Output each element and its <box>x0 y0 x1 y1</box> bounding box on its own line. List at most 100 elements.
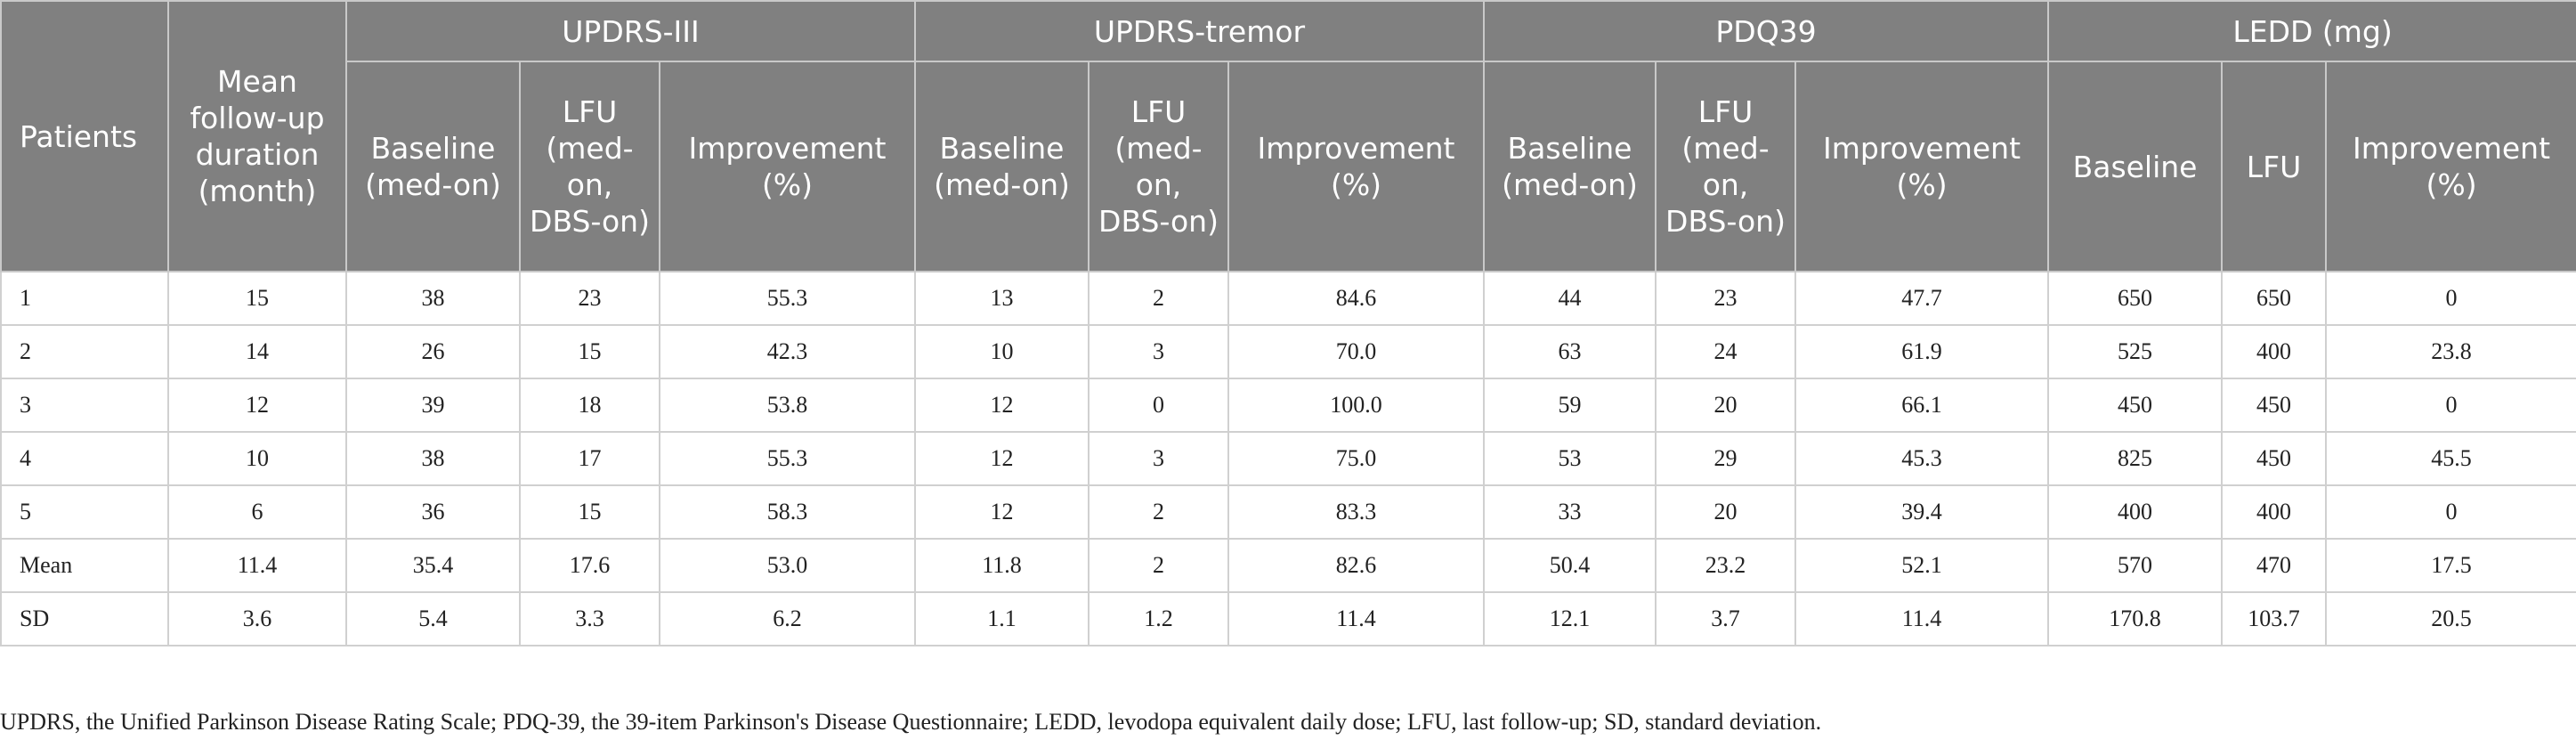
subheader-pdq39-lfu: LFU (med-on, DBS-on) <box>1655 61 1797 272</box>
table-cell: 38 <box>345 431 521 486</box>
header-group-row: Patients Mean follow-up duration (month)… <box>0 0 2576 272</box>
table-cell-patient: 2 <box>0 324 169 379</box>
table-cell: 55.3 <box>659 271 916 326</box>
table-cell: 66.1 <box>1794 378 2050 433</box>
table-cell: 53.0 <box>659 538 916 593</box>
table-cell: 83.3 <box>1227 484 1486 540</box>
table-cell: 33 <box>1483 484 1657 540</box>
table-cell: 650 <box>2047 271 2224 326</box>
table-cell: 0 <box>2325 378 2576 433</box>
table-cell: 450 <box>2047 378 2224 433</box>
table-cell: 400 <box>2221 484 2328 540</box>
table-cell: 39 <box>345 378 521 433</box>
table-cell: 36 <box>345 484 521 540</box>
header-ledd: LEDD (mg) <box>2047 0 2576 62</box>
table-cell: 11.4 <box>1227 591 1486 646</box>
table-cell: 75.0 <box>1227 431 1486 486</box>
table-cell: 525 <box>2047 324 2224 379</box>
table-cell: 38 <box>345 271 521 326</box>
table-cell-patient: 5 <box>0 484 169 540</box>
table-cell-patient: 1 <box>0 271 169 326</box>
subheader-ledd-lfu: LFU <box>2221 61 2328 272</box>
table-cell: 0 <box>2325 271 2576 326</box>
header-updrs-iii: UPDRS-III <box>345 0 916 62</box>
subheader-pdq39-baseline: Baseline (med-on) <box>1483 61 1657 272</box>
table-body: 1 15 38 23 55.3 13 2 84.6 44 23 47.7 650… <box>0 271 2576 646</box>
table-cell: 26 <box>345 324 521 379</box>
header-mean-followup: Mean follow-up duration (month) <box>167 0 347 272</box>
table-cell: 2 <box>1088 538 1229 593</box>
table-cell: 400 <box>2221 324 2328 379</box>
subheader-updrs-tremor-improvement: Improvement (%) <box>1227 61 1486 272</box>
table-cell-row-label: Mean <box>0 538 169 593</box>
table-cell: 13 <box>914 271 1090 326</box>
table-cell: 58.3 <box>659 484 916 540</box>
table-cell: 29 <box>1655 431 1797 486</box>
table-cell: 12 <box>914 431 1090 486</box>
table-cell: 23.2 <box>1655 538 1797 593</box>
table-cell: 23 <box>1655 271 1797 326</box>
table-cell-patient: 3 <box>0 378 169 433</box>
table-cell: 0 <box>2325 484 2576 540</box>
table-cell: 18 <box>519 378 660 433</box>
table-cell: 470 <box>2221 538 2328 593</box>
table-cell: 100.0 <box>1227 378 1486 433</box>
table-cell: 3.7 <box>1655 591 1797 646</box>
table-cell: 2 <box>1088 271 1229 326</box>
table-cell: 1.2 <box>1088 591 1229 646</box>
table-cell: 3 <box>1088 324 1229 379</box>
table-row: 4 10 38 17 55.3 12 3 75.0 53 29 45.3 825… <box>0 431 2576 486</box>
table-cell: 15 <box>167 271 347 326</box>
subheader-updrs-iii-lfu: LFU (med-on, DBS-on) <box>519 61 660 272</box>
table-cell: 44 <box>1483 271 1657 326</box>
table-cell: 570 <box>2047 538 2224 593</box>
table-cell: 52.1 <box>1794 538 2050 593</box>
table-cell: 1.1 <box>914 591 1090 646</box>
patient-outcomes-table: Patients Mean follow-up duration (month)… <box>0 0 2576 646</box>
table-cell: 400 <box>2047 484 2224 540</box>
subheader-updrs-tremor-baseline: Baseline (med-on) <box>914 61 1090 272</box>
table-cell: 59 <box>1483 378 1657 433</box>
subheader-pdq39-improvement: Improvement (%) <box>1794 61 2050 272</box>
subheader-updrs-iii-baseline: Baseline (med-on) <box>345 61 521 272</box>
table-cell: 15 <box>519 324 660 379</box>
table-cell: 3 <box>1088 431 1229 486</box>
table-cell: 11.4 <box>167 538 347 593</box>
table-cell: 17 <box>519 431 660 486</box>
table-cell: 23.8 <box>2325 324 2576 379</box>
header-sub-row: Baseline (med-on) LFU (med-on, DBS-on) I… <box>1 61 2576 272</box>
table-cell: 20.5 <box>2325 591 2576 646</box>
table-cell: 63 <box>1483 324 1657 379</box>
table-cell: 35.4 <box>345 538 521 593</box>
subheader-updrs-iii-improvement: Improvement (%) <box>659 61 916 272</box>
table-row: 2 14 26 15 42.3 10 3 70.0 63 24 61.9 525… <box>0 324 2576 379</box>
table-cell: 23 <box>519 271 660 326</box>
table-row: 5 6 36 15 58.3 12 2 83.3 33 20 39.4 400 … <box>0 484 2576 540</box>
table-cell: 42.3 <box>659 324 916 379</box>
table-cell: 6 <box>167 484 347 540</box>
table-cell: 55.3 <box>659 431 916 486</box>
table-header: Patients Mean follow-up duration (month)… <box>0 0 2576 272</box>
table-cell: 0 <box>1088 378 1229 433</box>
table-cell: 70.0 <box>1227 324 1486 379</box>
table-cell: 12 <box>914 484 1090 540</box>
table-cell: 15 <box>519 484 660 540</box>
table-cell: 450 <box>2221 431 2328 486</box>
table-cell: 82.6 <box>1227 538 1486 593</box>
table-cell: 45.5 <box>2325 431 2576 486</box>
table-cell: 61.9 <box>1794 324 2050 379</box>
header-updrs-tremor: UPDRS-tremor <box>913 0 1486 62</box>
table-row: 1 15 38 23 55.3 13 2 84.6 44 23 47.7 650… <box>0 271 2576 326</box>
table-cell: 450 <box>2221 378 2328 433</box>
table-cell: 20 <box>1655 378 1797 433</box>
data-table-container: Patients Mean follow-up duration (month)… <box>0 0 2576 646</box>
table-cell: 825 <box>2047 431 2224 486</box>
table-cell-row-label: SD <box>0 591 169 646</box>
table-cell: 11.4 <box>1794 591 2050 646</box>
table-cell: 3.3 <box>519 591 660 646</box>
table-cell: 17.6 <box>519 538 660 593</box>
header-pdq39: PDQ39 <box>1483 0 2050 62</box>
table-cell: 17.5 <box>2325 538 2576 593</box>
subheader-ledd-baseline: Baseline <box>2047 61 2224 272</box>
table-footnote: UPDRS, the Unified Parkinson Disease Rat… <box>0 709 1822 735</box>
